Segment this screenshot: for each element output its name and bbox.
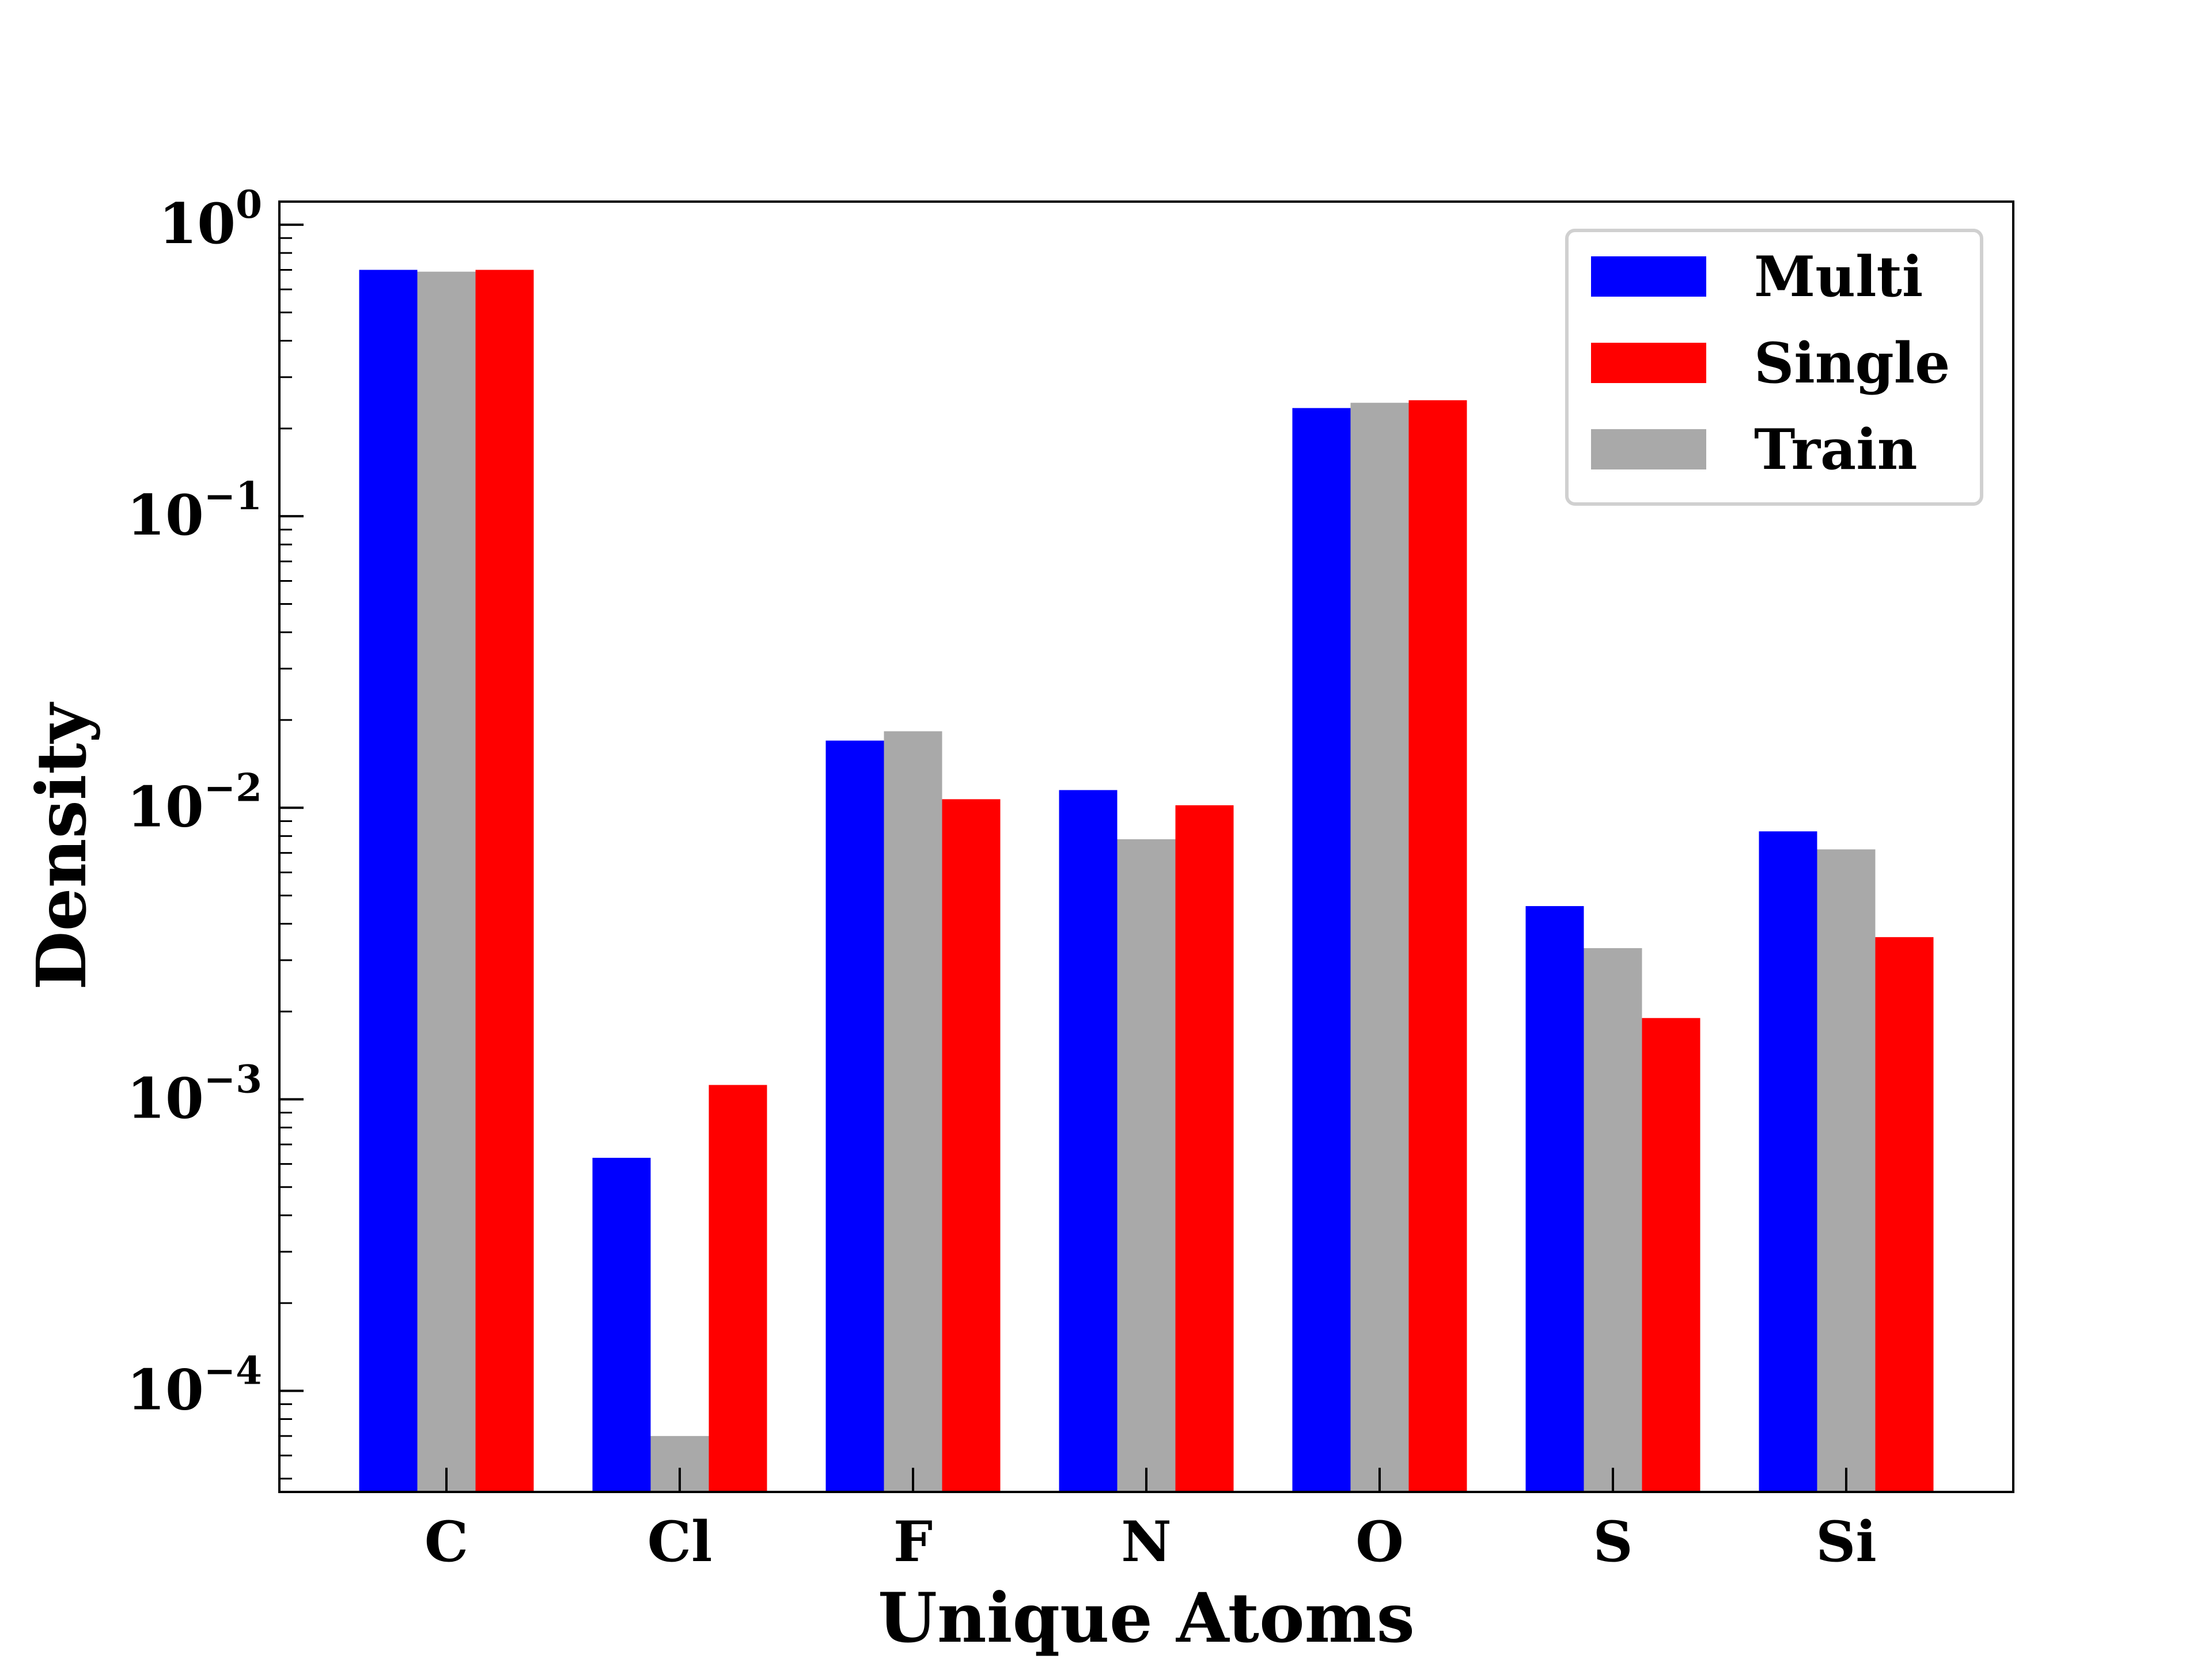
bar-multi-n: [1059, 790, 1118, 1492]
bar-multi-cl: [592, 1157, 651, 1492]
bar-train-si: [1817, 849, 1876, 1492]
legend-label-train: Train: [1754, 417, 1918, 482]
legend: Multi Single Train: [1565, 229, 1983, 506]
bar-multi-si: [1759, 831, 1817, 1492]
bar-multi-s: [1525, 906, 1584, 1492]
bar-train-f: [884, 731, 942, 1492]
legend-label-single: Single: [1754, 331, 1950, 396]
y-tick-exponent: 0: [236, 182, 262, 227]
y-tick-base: 10: [127, 1066, 204, 1131]
bars-layer: [359, 270, 1934, 1493]
y-tick-label-4: 10−4: [127, 1348, 262, 1422]
x-tick-label-c: C: [425, 1509, 468, 1574]
x-axis-label: Unique Atoms: [878, 1578, 1415, 1658]
y-tick-exponent: −3: [204, 1056, 262, 1101]
bar-multi-f: [825, 740, 884, 1492]
y-tick-exponent: −1: [204, 474, 262, 518]
plot-frame: [278, 200, 2014, 1493]
y-axis-label: Density: [21, 702, 101, 990]
bar-multi-c: [359, 270, 418, 1492]
bar-multi-o: [1292, 408, 1351, 1493]
y-tick-label-3: 10−3: [127, 1056, 262, 1131]
bar-train-c: [417, 271, 476, 1492]
bar-train-s: [1584, 948, 1642, 1492]
bar-single-o: [1408, 400, 1467, 1493]
y-tick-label-1: 10−1: [127, 474, 262, 548]
x-tick-label-o: O: [1355, 1509, 1404, 1574]
y-tick-exponent: −2: [204, 765, 262, 810]
x-tick-label-si: Si: [1816, 1509, 1877, 1574]
bar-single-c: [475, 270, 534, 1492]
bar-train-n: [1117, 839, 1176, 1492]
bar-single-n: [1175, 805, 1234, 1492]
bar-single-si: [1875, 937, 1934, 1492]
bar-single-cl: [709, 1085, 767, 1492]
y-tick-label-2: 10−2: [127, 765, 262, 839]
bar-single-f: [942, 799, 1001, 1492]
y-tick-base: 10: [158, 191, 236, 256]
x-tick-label-cl: Cl: [647, 1509, 713, 1574]
y-tick-base: 10: [127, 1357, 204, 1422]
bar-single-s: [1642, 1018, 1700, 1492]
x-tick-label-n: N: [1121, 1509, 1172, 1574]
legend-swatch-multi: [1591, 256, 1706, 297]
bar-train-o: [1350, 403, 1409, 1492]
y-tick-base: 10: [127, 774, 204, 839]
legend-label-multi: Multi: [1754, 244, 1923, 309]
y-tick-label-0: 100: [158, 182, 262, 256]
legend-swatch-single: [1591, 343, 1706, 383]
y-tick-base: 10: [127, 483, 204, 548]
x-tick-label-s: S: [1593, 1509, 1633, 1574]
y-tick-exponent: −4: [204, 1348, 262, 1393]
legend-swatch-train: [1591, 429, 1706, 469]
x-tick-label-f: F: [893, 1509, 933, 1574]
